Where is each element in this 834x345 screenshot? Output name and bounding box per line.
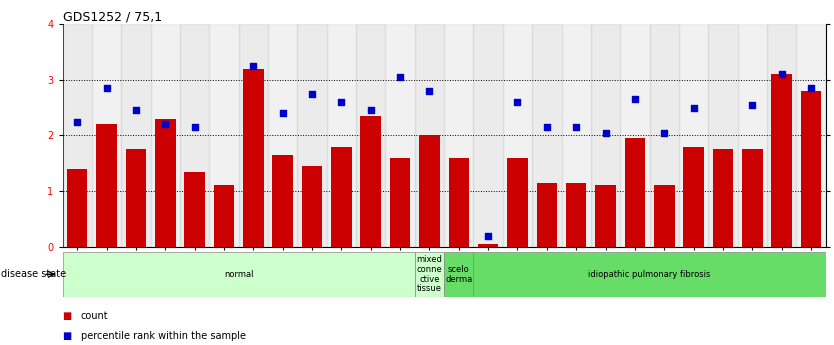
Bar xyxy=(63,252,414,297)
Bar xyxy=(96,124,117,247)
Bar xyxy=(184,171,205,247)
Point xyxy=(188,124,201,130)
Bar xyxy=(801,91,821,247)
Bar xyxy=(273,155,293,247)
Bar xyxy=(360,116,381,247)
Bar xyxy=(180,24,209,247)
Bar xyxy=(151,24,180,247)
Bar xyxy=(767,24,796,247)
Bar xyxy=(478,244,499,247)
Bar xyxy=(302,166,322,247)
Point xyxy=(599,130,612,135)
Bar xyxy=(449,158,469,247)
Point xyxy=(71,119,84,124)
Point xyxy=(540,124,554,130)
Point xyxy=(334,99,348,105)
Bar xyxy=(683,147,704,247)
Bar xyxy=(414,24,444,247)
Bar xyxy=(121,24,151,247)
Point xyxy=(687,105,701,110)
Text: count: count xyxy=(81,311,108,321)
Text: ■: ■ xyxy=(63,311,72,321)
Bar xyxy=(650,24,679,247)
Bar xyxy=(331,147,352,247)
Bar xyxy=(155,119,175,247)
Bar xyxy=(771,74,792,247)
Bar xyxy=(566,183,586,247)
Bar xyxy=(708,24,737,247)
Bar xyxy=(474,24,503,247)
Point xyxy=(746,102,759,108)
Bar xyxy=(595,186,615,247)
Text: normal: normal xyxy=(224,270,254,279)
Bar xyxy=(444,252,474,297)
Bar xyxy=(268,24,298,247)
Bar xyxy=(420,135,440,247)
Bar xyxy=(209,24,239,247)
Text: percentile rank within the sample: percentile rank within the sample xyxy=(81,332,246,341)
Bar xyxy=(532,24,561,247)
Bar xyxy=(474,252,826,297)
Bar xyxy=(503,24,532,247)
Point xyxy=(570,124,583,130)
Point xyxy=(276,110,289,116)
Bar xyxy=(796,24,826,247)
Point xyxy=(100,85,113,91)
Bar xyxy=(679,24,708,247)
Text: scelo
derma: scelo derma xyxy=(445,265,472,284)
Bar xyxy=(713,149,733,247)
Point xyxy=(158,121,172,127)
Bar xyxy=(92,24,121,247)
Point xyxy=(775,71,788,77)
Bar xyxy=(737,24,767,247)
Text: ■: ■ xyxy=(63,332,72,341)
Bar xyxy=(385,24,414,247)
Bar xyxy=(536,183,557,247)
Bar xyxy=(239,24,268,247)
Text: mixed
conne
ctive
tissue: mixed conne ctive tissue xyxy=(416,255,442,293)
Bar xyxy=(444,24,474,247)
Bar xyxy=(214,186,234,247)
Bar xyxy=(298,24,327,247)
Point xyxy=(364,108,378,113)
Bar xyxy=(507,158,528,247)
Bar xyxy=(389,158,410,247)
Bar xyxy=(561,24,590,247)
Bar xyxy=(67,169,88,247)
Point xyxy=(510,99,524,105)
Bar xyxy=(63,24,92,247)
Point xyxy=(423,88,436,93)
Bar xyxy=(414,252,444,297)
Bar xyxy=(654,186,675,247)
Text: idiopathic pulmonary fibrosis: idiopathic pulmonary fibrosis xyxy=(588,270,711,279)
Text: disease state: disease state xyxy=(1,269,66,279)
Point xyxy=(247,63,260,69)
Bar xyxy=(356,24,385,247)
Point xyxy=(481,233,495,238)
Bar xyxy=(243,69,264,247)
Text: GDS1252 / 75,1: GDS1252 / 75,1 xyxy=(63,10,162,23)
Bar xyxy=(126,149,146,247)
Point xyxy=(394,74,407,80)
Bar xyxy=(590,24,620,247)
Bar xyxy=(742,149,762,247)
Bar xyxy=(620,24,650,247)
Point xyxy=(657,130,671,135)
Bar xyxy=(327,24,356,247)
Point xyxy=(804,85,817,91)
Bar xyxy=(625,138,646,247)
Point xyxy=(628,97,641,102)
Point xyxy=(129,108,143,113)
Point xyxy=(305,91,319,97)
